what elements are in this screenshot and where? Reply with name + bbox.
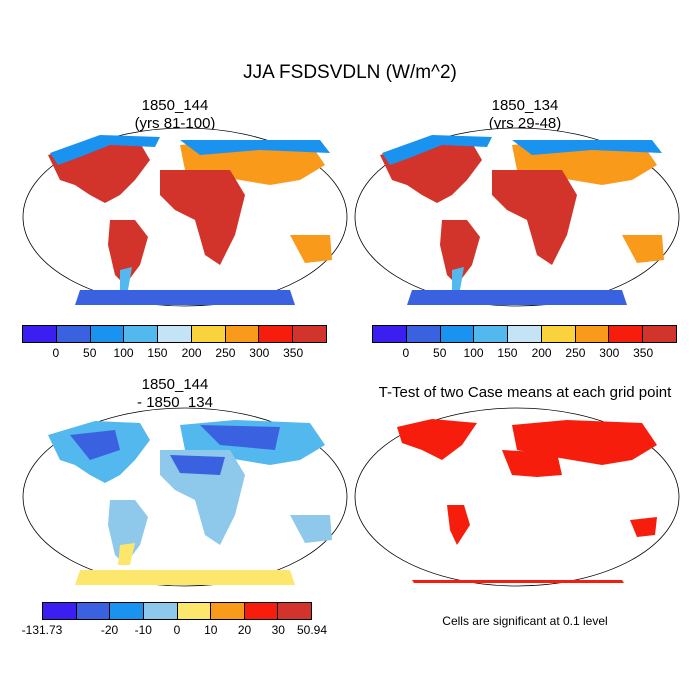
swatch-2: [56, 326, 91, 342]
colorbar-panel1: 0 50 100 150 200 250 300 350: [22, 325, 327, 360]
colorbar-tick: 300: [249, 346, 270, 360]
swatch-8: [609, 326, 644, 342]
swatch-6: [211, 603, 245, 619]
colorbar-tick: 0: [173, 623, 181, 637]
colorbar-tick: 20: [237, 623, 252, 637]
colorbar-tick: -20: [100, 623, 119, 637]
swatch-2: [406, 326, 441, 342]
swatch-5: [177, 603, 212, 619]
colorbar-tick: 150: [147, 346, 168, 360]
panel4-title: T-Test of two Case means at each grid po…: [378, 384, 672, 401]
colorbar-swatches: [42, 602, 312, 620]
swatch-3: [90, 326, 125, 342]
swatch-9: [293, 326, 327, 342]
swatch-2: [76, 603, 111, 619]
swatch-4: [474, 326, 509, 342]
colorbar-panel2: 0 50 100 150 200 250 300 350: [372, 325, 677, 360]
colorbar-tick: 100: [113, 346, 134, 360]
panel1-title-line2: (yrs 81-100): [134, 115, 216, 132]
panel2-title-line2: (yrs 29-48): [488, 115, 562, 132]
continents-diff: [48, 420, 332, 585]
swatch-1: [43, 603, 77, 619]
swatch-1: [23, 326, 57, 342]
panel3-title-line2: - 1850_134: [137, 394, 213, 411]
panel2-title: 1850_134 (yrs 29-48): [425, 97, 625, 133]
swatch-3: [440, 326, 475, 342]
colorbar-tick: 300: [599, 346, 620, 360]
significance-note: Cells are significant at 0.1 level: [442, 614, 608, 628]
colorbar-tick: 0: [402, 346, 410, 360]
swatch-8: [278, 603, 311, 619]
colorbar-tick: 200: [181, 346, 202, 360]
colorbar-tick: -131.73: [21, 623, 63, 637]
map-panel-difference: [22, 407, 348, 587]
significant-cells: [397, 419, 657, 583]
swatch-7: [575, 326, 610, 342]
colorbar-tick: 0: [52, 346, 60, 360]
map-panel-1850-144: [22, 127, 348, 307]
swatch-4: [124, 326, 159, 342]
colorbar-tick: 250: [565, 346, 586, 360]
panel2-title-line1: 1850_134: [491, 97, 559, 114]
panel1-title: 1850_144 (yrs 81-100): [75, 97, 275, 133]
colorbar-tick: -10: [134, 623, 152, 637]
swatch-7: [225, 326, 260, 342]
map-panel-1850-134: [354, 127, 680, 307]
swatch-5: [508, 326, 542, 342]
swatch-8: [259, 326, 294, 342]
colorbar-tick: 250: [215, 346, 236, 360]
map-panel-ttest: [354, 407, 680, 587]
swatch-6: [541, 326, 576, 342]
swatch-9: [643, 326, 677, 342]
colorbar-tick: 150: [497, 346, 518, 360]
panel3-title-line1: 1850_144: [141, 376, 209, 393]
colorbar-tick: 10: [204, 623, 218, 637]
swatch-6: [191, 326, 226, 342]
figure-title: JJA FSDSVDLN (W/m^2): [243, 62, 457, 83]
continents-abs-2: [380, 135, 664, 305]
colorbar-tick: 350: [283, 346, 304, 360]
panel3-title: 1850_144 - 1850_134: [75, 376, 275, 412]
colorbar-tick: 100: [463, 346, 484, 360]
colorbar-swatches: [22, 325, 327, 343]
colorbar-tick: 50: [433, 346, 447, 360]
colorbar-tick: 50.94: [296, 623, 328, 637]
swatch-5: [158, 326, 192, 342]
colorbar-difference: -131.73 -20 -10 0 10 20 30 50.94: [22, 602, 327, 637]
colorbar-tick: 350: [633, 346, 654, 360]
swatch-4: [143, 603, 178, 619]
continents-abs-1: [48, 135, 332, 305]
colorbar-tick: 50: [83, 346, 97, 360]
colorbar-tick: 30: [271, 623, 285, 637]
panel1-title-line1: 1850_144: [141, 97, 209, 114]
swatch-7: [244, 603, 279, 619]
colorbar-tick: 200: [531, 346, 552, 360]
swatch-3: [110, 603, 144, 619]
swatch-1: [373, 326, 407, 342]
colorbar-swatches: [372, 325, 677, 343]
